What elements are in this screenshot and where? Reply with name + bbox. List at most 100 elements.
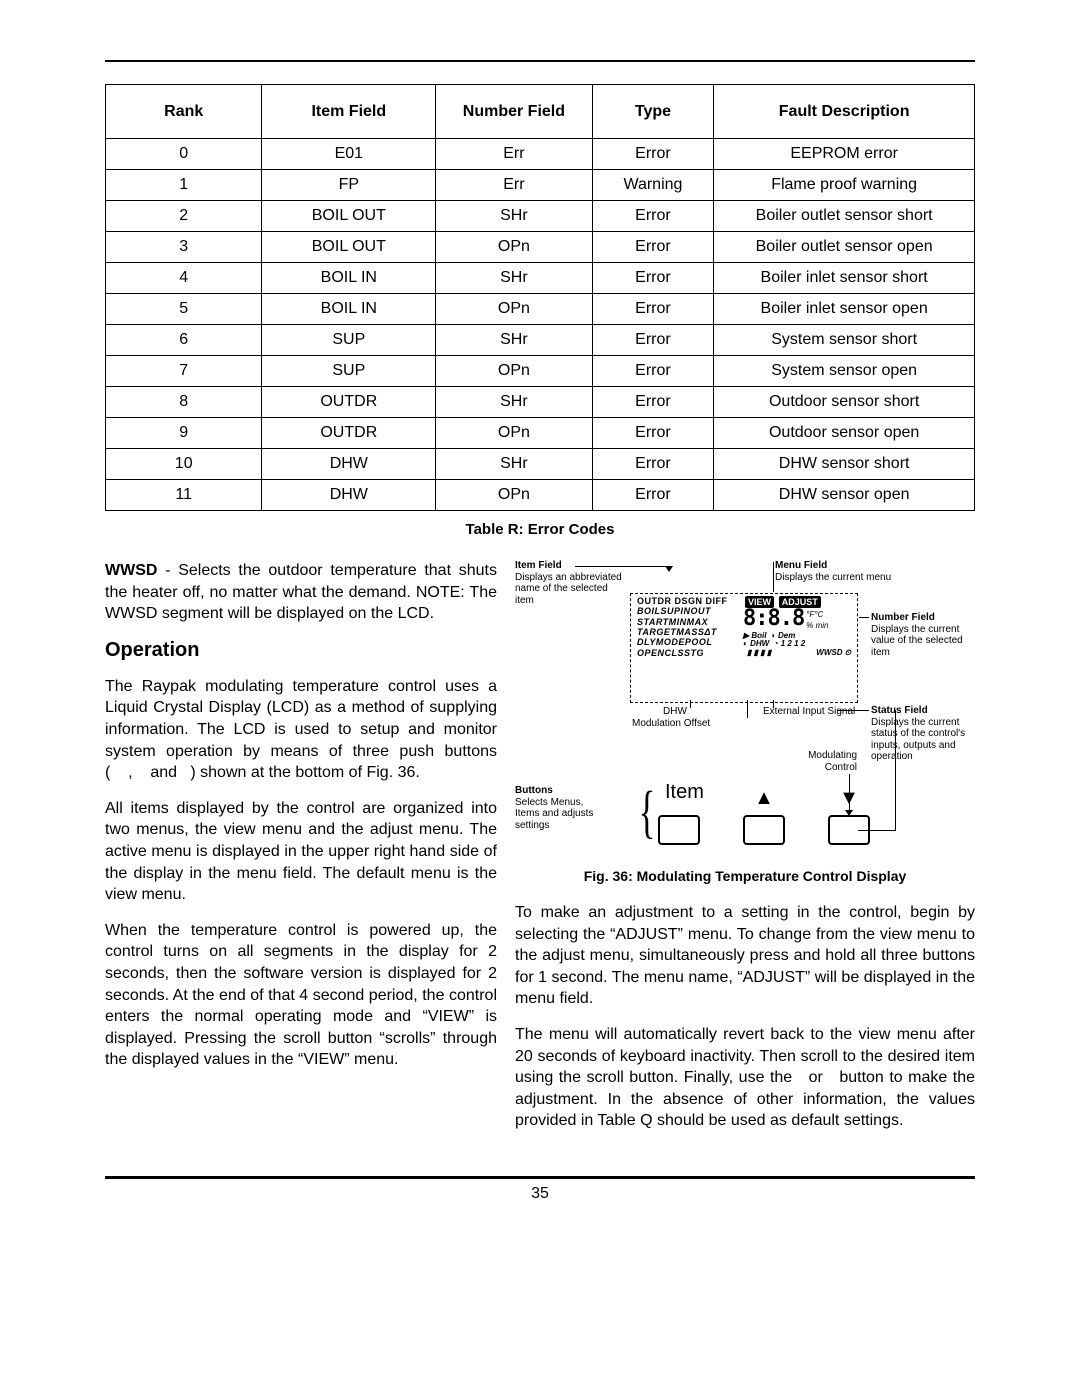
buttons-callout: Buttons Selects Menus, Items and adjusts… — [515, 785, 605, 831]
table-cell: DHW — [262, 449, 436, 480]
arrow-icon — [845, 810, 853, 816]
wwsd-lead: WWSD — [105, 562, 157, 579]
table-row: 7SUPOPnErrorSystem sensor open — [106, 356, 975, 387]
table-cell: DHW sensor short — [714, 449, 975, 480]
table-caption: Table R: Error Codes — [105, 521, 975, 538]
leader-line — [773, 700, 774, 708]
ext-input-callout: External Input Signal — [763, 706, 873, 718]
table-cell: 6 — [106, 325, 262, 356]
table-cell: 2 — [106, 201, 262, 232]
brace-icon: { — [639, 779, 656, 846]
table-cell: BOIL OUT — [262, 232, 436, 263]
table-cell: Boiler inlet sensor open — [714, 294, 975, 325]
lcd-diagram: Item Field Displays an abbreviated name … — [515, 560, 975, 860]
table-cell: 4 — [106, 263, 262, 294]
col-item: Item Field — [262, 85, 436, 139]
table-cell: OPn — [436, 294, 592, 325]
mod-ctrl-callout: Modulating Control — [777, 750, 857, 773]
lcd-text: OPENCLSSTG — [633, 648, 743, 658]
table-cell: BOIL OUT — [262, 201, 436, 232]
table-cell: OPn — [436, 418, 592, 449]
table-cell: System sensor open — [714, 356, 975, 387]
table-cell: 3 — [106, 232, 262, 263]
table-cell: EEPROM error — [714, 139, 975, 170]
lcd-box: OUTDR DSGN DIFF BOILSUPINOUT STARTMINMAX… — [630, 593, 858, 703]
operation-heading: Operation — [105, 639, 497, 662]
menu-field-callout: Menu Field Displays the current menu — [775, 560, 945, 583]
table-cell: 11 — [106, 480, 262, 511]
up-triangle-icon: ▲ — [743, 787, 785, 810]
table-cell: Outdoor sensor open — [714, 418, 975, 449]
table-cell: OPn — [436, 232, 592, 263]
bottom-rule — [105, 1176, 975, 1179]
col-num: Number Field — [436, 85, 592, 139]
status-field-callout: Status Field Displays the current status… — [871, 705, 981, 763]
units-pct: % min — [806, 622, 828, 630]
table-cell: 1 — [106, 170, 262, 201]
table-row: 4BOIL INSHrErrorBoiler inlet sensor shor… — [106, 263, 975, 294]
table-row: 2BOIL OUTSHrErrorBoiler outlet sensor sh… — [106, 201, 975, 232]
right-para: The menu will automatically revert back … — [515, 1024, 975, 1132]
table-cell: OUTDR — [262, 387, 436, 418]
lcd-text: TARGETMASSΔT — [633, 627, 743, 637]
pump-icon: ▮ ▮ ▮ ▮ — [747, 648, 771, 657]
table-cell: 7 — [106, 356, 262, 387]
error-codes-table: Rank Item Field Number Field Type Fault … — [105, 84, 975, 511]
leader-line — [773, 562, 774, 592]
table-cell: SUP — [262, 325, 436, 356]
leader-line — [849, 774, 850, 814]
table-cell: OUTDR — [262, 418, 436, 449]
table-row: 9OUTDROPnErrorOutdoor sensor open — [106, 418, 975, 449]
lcd-text: ◔ — [774, 639, 779, 648]
table-cell: Error — [592, 387, 714, 418]
up-button[interactable] — [743, 815, 785, 845]
lcd-text: DLYMODEPOOL — [633, 637, 743, 647]
table-cell: 8 — [106, 387, 262, 418]
table-row: 8OUTDRSHrErrorOutdoor sensor short — [106, 387, 975, 418]
table-cell: Error — [592, 356, 714, 387]
table-cell: Error — [592, 325, 714, 356]
clock-icon: ⏲ — [845, 648, 851, 657]
wwsd-text: - Selects the outdoor temperature that s… — [105, 562, 497, 622]
table-cell: DHW — [262, 480, 436, 511]
table-cell: SHr — [436, 325, 592, 356]
table-header-row: Rank Item Field Number Field Type Fault … — [106, 85, 975, 139]
col-desc: Fault Description — [714, 85, 975, 139]
left-para: The Raypak modulating temperature contro… — [105, 676, 497, 784]
lcd-text: 1 2 1 2 — [781, 639, 805, 648]
left-para: When the temperature control is powered … — [105, 920, 497, 1071]
table-cell: Error — [592, 139, 714, 170]
table-cell: 0 — [106, 139, 262, 170]
table-cell: Err — [436, 170, 592, 201]
left-para: All items displayed by the control are o… — [105, 798, 497, 906]
table-cell: 5 — [106, 294, 262, 325]
lcd-text: DHW — [750, 639, 769, 648]
table-cell: Error — [592, 418, 714, 449]
leader-line — [895, 710, 896, 830]
table-cell: Error — [592, 294, 714, 325]
wwsd-paragraph: WWSD - Selects the outdoor temperature t… — [105, 560, 497, 625]
table-row: 10DHWSHrErrorDHW sensor short — [106, 449, 975, 480]
table-row: 0E01ErrErrorEEPROM error — [106, 139, 975, 170]
right-para: To make an adjustment to a setting in th… — [515, 902, 975, 1010]
units-fc: °F°C — [806, 611, 823, 619]
lcd-text: STARTMINMAX — [633, 617, 743, 627]
table-row: 6SUPSHrErrorSystem sensor short — [106, 325, 975, 356]
item-button[interactable] — [658, 815, 700, 845]
table-cell: Boiler outlet sensor short — [714, 201, 975, 232]
top-rule — [105, 60, 975, 62]
table-cell: Flame proof warning — [714, 170, 975, 201]
table-cell: OPn — [436, 480, 592, 511]
table-cell: SHr — [436, 449, 592, 480]
leader-line — [690, 700, 691, 708]
item-label: Item — [665, 781, 704, 804]
table-cell: FP — [262, 170, 436, 201]
table-cell: Error — [592, 449, 714, 480]
dhw-callout: DHW — [663, 706, 687, 718]
left-column: WWSD - Selects the outdoor temperature t… — [105, 560, 497, 1146]
leader-line — [858, 830, 896, 831]
table-cell: 9 — [106, 418, 262, 449]
table-cell: SHr — [436, 263, 592, 294]
col-type: Type — [592, 85, 714, 139]
table-cell: 10 — [106, 449, 262, 480]
